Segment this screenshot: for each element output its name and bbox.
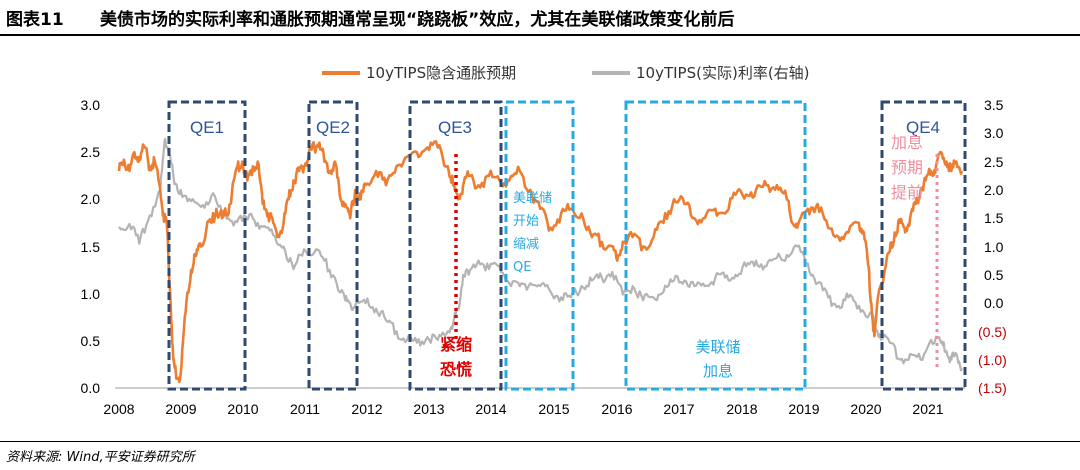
hike-expectation-note: 预期 [891,158,923,177]
x-tick: 2015 [538,401,569,417]
x-tick: 2021 [912,401,943,417]
chart: 10yTIPS隐含通胀预期 10yTIPS(实际)利率(右轴) 0.0 0.5 … [81,64,1007,417]
series-line-inflation-expectation [117,140,964,384]
x-tick: 2020 [850,401,881,417]
x-tick: 2009 [165,401,196,417]
y-left-tick: 3.0 [81,97,101,113]
qe1-label: QE1 [190,118,224,137]
x-tick: 2016 [601,401,632,417]
x-tick: 2013 [413,401,444,417]
y-right-tick: (1.0) [978,352,1007,368]
hike-expectation-note: 提前 [891,183,923,202]
qe2-label: QE2 [316,118,350,137]
legend-label-inflation: 10yTIPS隐含通胀预期 [366,64,516,82]
figure-header: 图表11 美债市场的实际利率和通胀预期通常呈现“跷跷板”效应，尤其在美联储政策变… [0,0,1080,36]
y-left-tick: 1.5 [81,239,101,255]
y-right-tick: 2.0 [984,182,1004,198]
legend: 10yTIPS隐含通胀预期 10yTIPS(实际)利率(右轴) [322,64,810,82]
qe3-box [408,100,503,391]
y-right-tick: 0.5 [984,267,1004,283]
taper-note-line: 缩减 [513,236,539,252]
qe4-box [880,100,967,391]
y-right-tick: (0.5) [978,324,1007,340]
qe2-box [307,100,359,391]
y-axis-left: 0.0 0.5 1.0 1.5 2.0 2.5 3.0 [81,97,101,396]
taper-note-line: QE [513,260,531,275]
x-tick: 2010 [227,401,258,417]
taper-note-line: 美联储 [513,191,552,206]
y-right-tick: 3.0 [984,125,1004,141]
y-left-tick: 2.0 [81,191,101,207]
taper-box [504,100,575,391]
qe4-label: QE4 [906,118,940,137]
x-tick: 2017 [663,401,694,417]
x-axis: 2008 2009 2010 2011 2012 2013 2014 2015 … [103,401,943,417]
series-line-real-rate [118,137,963,372]
footer-divider [0,441,1080,442]
legend-label-real-rate: 10yTIPS(实际)利率(右轴) [636,64,810,82]
source-note: 资料来源: Wind,平安证券研究所 [6,450,195,465]
x-tick: 2008 [103,401,134,417]
y-right-tick: 3.5 [984,97,1004,113]
taper-tantrum-note: 紧缩 [440,335,472,354]
taper-note-line: 开始 [513,214,539,229]
qe1-box [167,100,247,391]
x-tick: 2018 [726,401,757,417]
qe3-label: QE3 [438,118,472,137]
hike-box [624,100,807,391]
y-axis-right: (1.5) (1.0) (0.5) 0.0 0.5 1.0 1.5 2.0 2.… [978,97,1007,396]
x-tick: 2011 [290,401,320,417]
x-tick: 2019 [788,401,819,417]
y-left-tick: 1.0 [81,286,101,302]
y-left-tick: 0.0 [81,380,101,396]
taper-tantrum-note: 恐慌 [440,360,472,379]
y-right-tick: (1.5) [978,380,1007,396]
figure-number: 图表11 [6,10,64,30]
y-left-tick: 2.5 [81,144,101,160]
y-right-tick: 1.5 [984,210,1004,226]
y-left-tick: 0.5 [81,333,101,349]
x-tick: 2012 [351,401,382,417]
hike-note-line: 美联储 [695,338,740,356]
y-right-tick: 1.0 [984,239,1004,255]
hike-expectation-note: 加息 [891,133,923,152]
y-right-tick: 2.5 [984,154,1004,170]
figure-title: 美债市场的实际利率和通胀预期通常呈现“跷跷板”效应，尤其在美联储政策变化前后 [100,10,735,30]
y-right-tick: 0.0 [984,295,1004,311]
hike-note-line: 加息 [703,362,733,380]
x-tick: 2014 [475,401,506,417]
